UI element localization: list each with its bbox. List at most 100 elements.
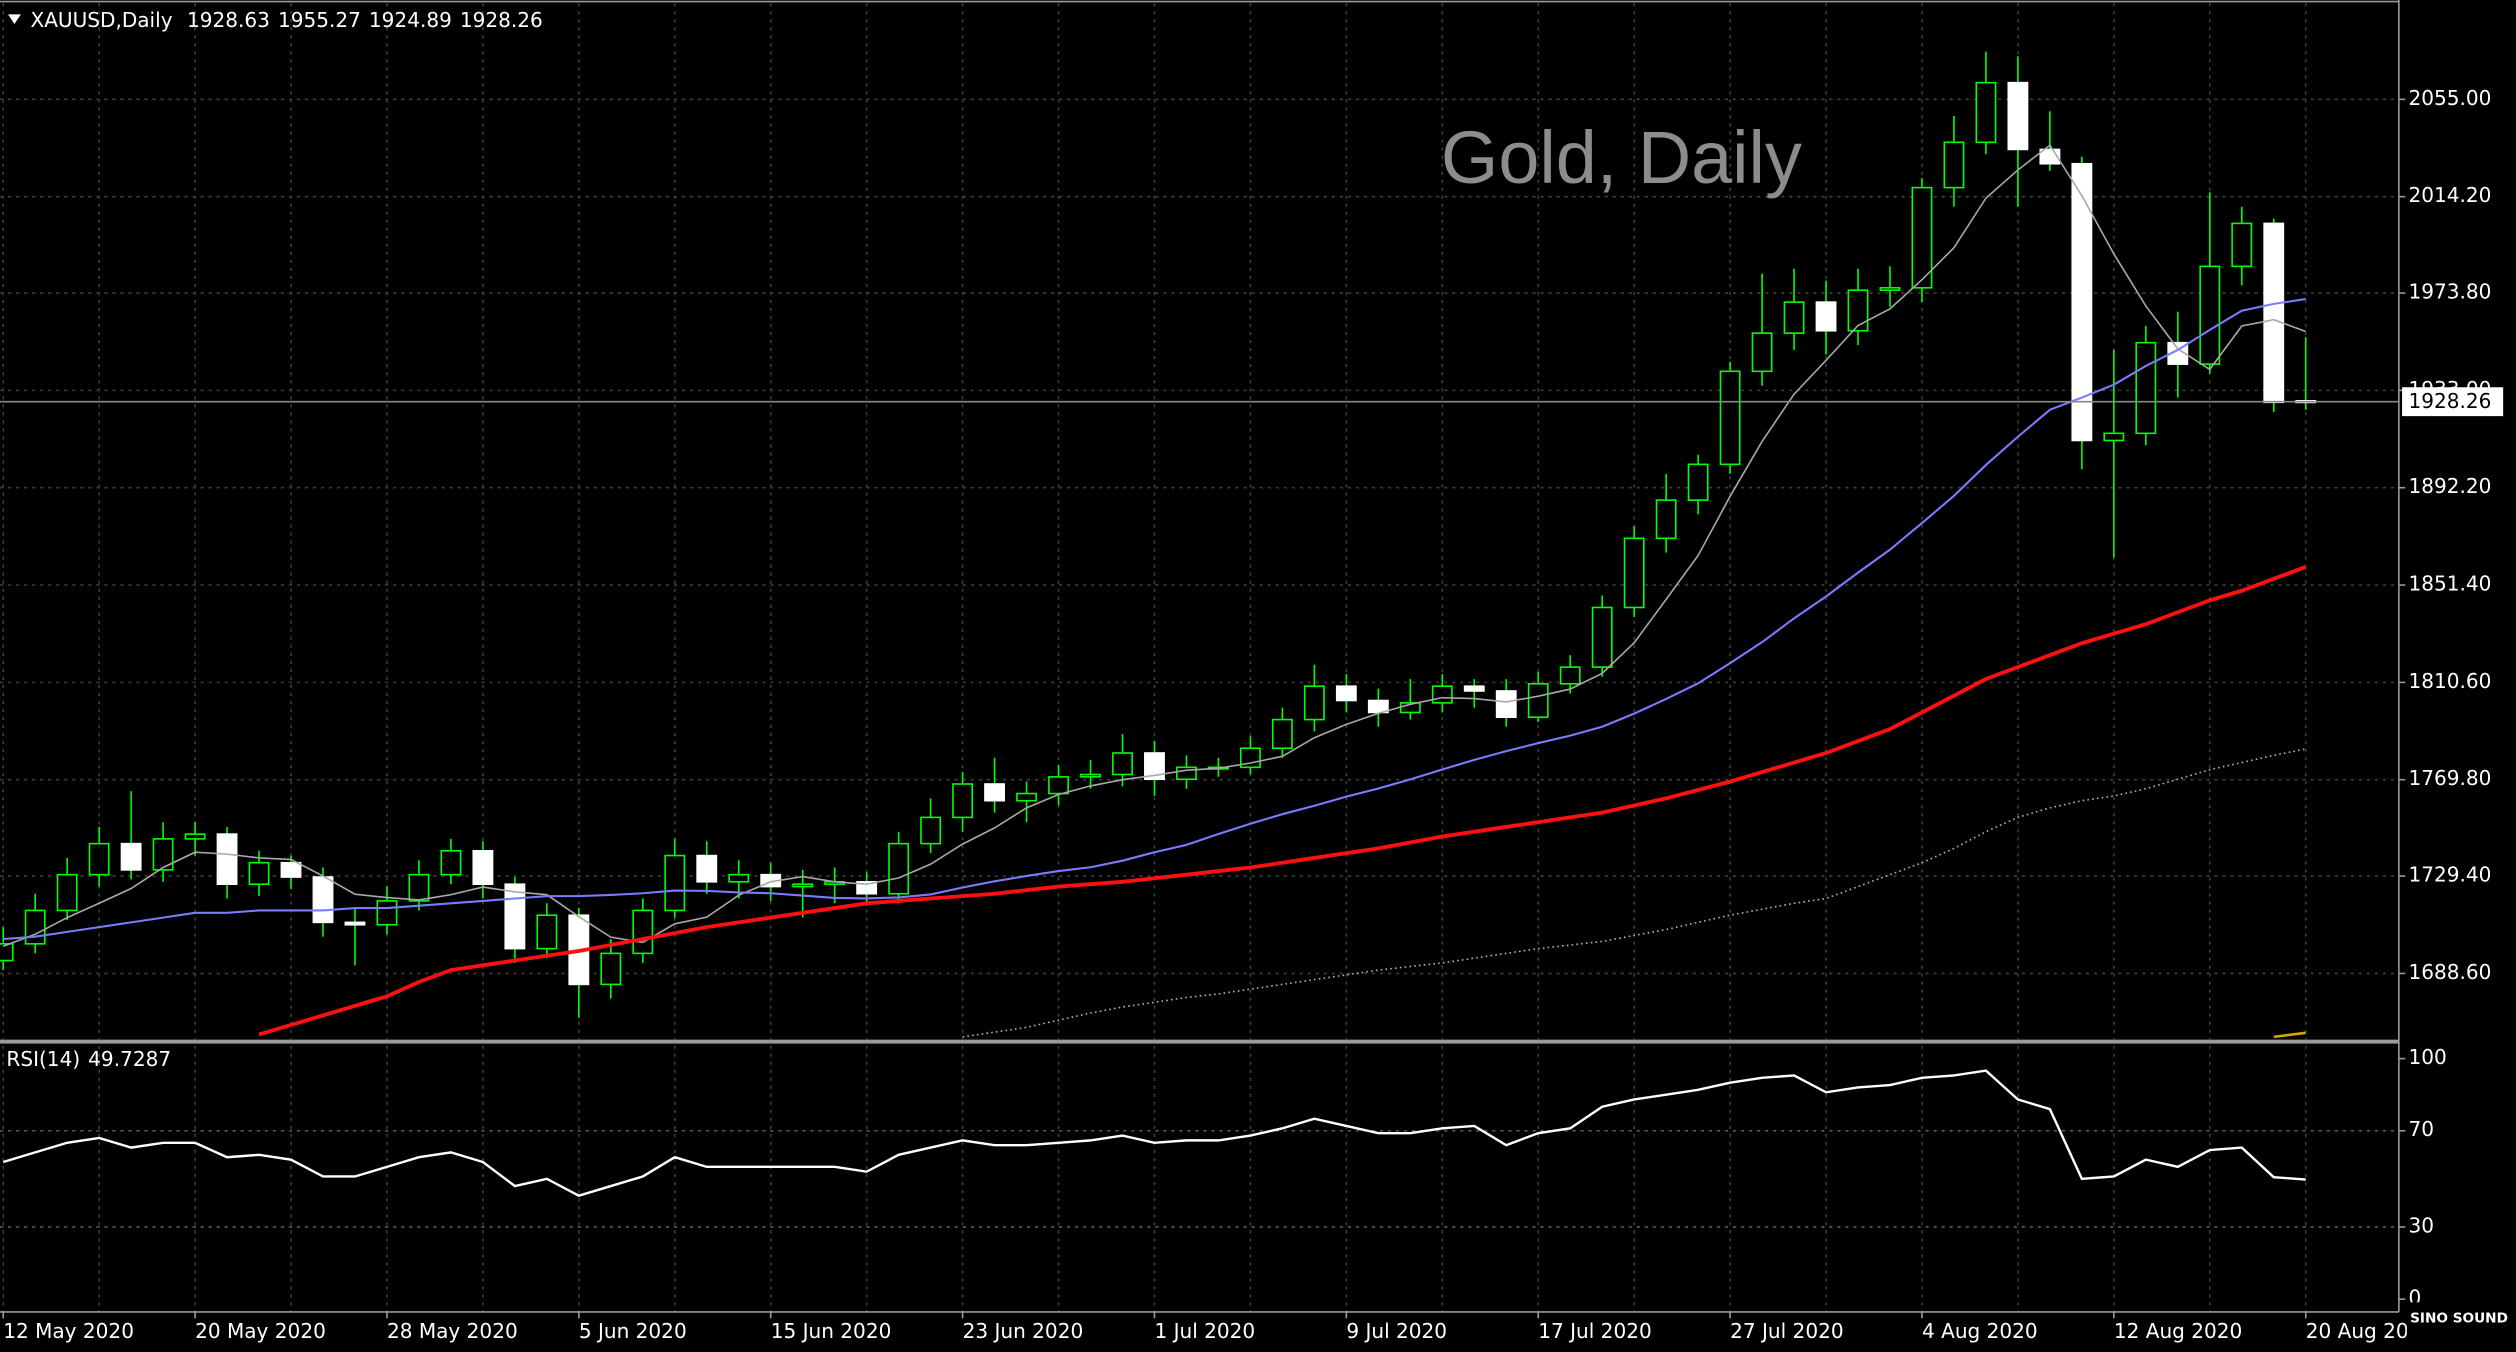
candle-body-up <box>1943 141 1965 189</box>
y-tick-label: 1851.40 <box>2408 572 2491 596</box>
candle-body-down <box>120 842 142 871</box>
x-tick-label: 20 May 2020 <box>195 1319 326 1343</box>
candle-body-up <box>632 909 654 955</box>
candle-body-up <box>664 854 686 912</box>
candle-body-down <box>2263 222 2285 404</box>
candle-body-up <box>1016 792 1037 802</box>
rsi-value: 49.7287 <box>88 1047 171 1071</box>
candle-body-up <box>1655 499 1677 540</box>
rsi-tick-label: 30 <box>2408 1213 2434 1237</box>
candle-body-up <box>536 914 558 950</box>
y-tick-label: 1892.20 <box>2408 474 2491 498</box>
candle-body-down <box>1463 685 1485 692</box>
x-tick-label: 28 May 2020 <box>387 1319 518 1343</box>
candle-body-down <box>344 921 366 926</box>
x-tick-label: 20 Aug 2020 <box>2306 1319 2434 1343</box>
moving-average <box>2273 1031 2306 1039</box>
candle-body-down <box>312 876 334 924</box>
candle-body-up <box>0 943 14 962</box>
candle-body-up <box>1623 537 1645 609</box>
candle-body-up <box>1975 81 1997 144</box>
candle-body-up <box>728 873 750 883</box>
watermark: Gold, Daily <box>1441 116 1802 199</box>
symbol-header: XAUUSD,Daily 1928.63 1955.27 1924.89 1928.26 <box>30 7 542 31</box>
candle-body-down <box>280 861 302 878</box>
candle-body-up <box>1559 666 1581 685</box>
rsi-title: RSI(14) <box>6 1047 80 1071</box>
price-label-box <box>2402 387 2504 417</box>
candle-body-up <box>1176 766 1197 781</box>
candle-body-down <box>216 833 238 885</box>
candle-body-up <box>1431 685 1453 704</box>
candle-body-up <box>184 833 206 840</box>
candle-body-up <box>24 909 46 945</box>
x-tick-label: 5 Jun 2020 <box>579 1319 687 1343</box>
candle-body-up <box>1527 683 1549 719</box>
rsi-header: RSI(14) 49.7287 <box>6 1047 171 1071</box>
moving-average <box>258 565 2307 1037</box>
candle-body-up <box>2231 222 2253 268</box>
low-value: 1924.89 <box>369 7 452 31</box>
candle-body-down <box>1367 699 1389 714</box>
candle-body-up <box>2103 432 2125 442</box>
candle-body-down <box>2007 81 2029 151</box>
close-value: 1928.26 <box>460 7 543 31</box>
candle-body-up <box>440 849 462 876</box>
rsi-tick-label: 70 <box>2408 1117 2434 1141</box>
candle-body-down <box>696 854 718 883</box>
candle-body-up <box>88 842 110 876</box>
candle-body-up <box>1911 186 1933 289</box>
candle-body-up <box>1719 370 1741 466</box>
moving-average <box>3 297 2306 941</box>
candle-body-up <box>600 952 622 986</box>
candle-body-up <box>1271 718 1293 750</box>
x-tick-label: 23 Jun 2020 <box>963 1319 1084 1343</box>
moving-average <box>2 143 2307 947</box>
x-tick-label: 15 Jun 2020 <box>771 1319 892 1343</box>
x-tick-label: 9 Jul 2020 <box>1346 1319 1447 1343</box>
grid-layer <box>0 3 2399 1312</box>
x-tick-label: 27 Jul 2020 <box>1730 1319 1843 1343</box>
candle-body-up <box>920 816 942 845</box>
candle-body-up <box>2135 341 2157 435</box>
candle-body-up <box>56 873 78 912</box>
candle-body-down <box>1144 752 1165 781</box>
candle-body-up <box>408 873 430 902</box>
x-tick-label: 17 Jul 2020 <box>1538 1319 1651 1343</box>
candle-body-down <box>1495 690 1517 719</box>
rsi-tick-label: 100 <box>2408 1045 2446 1069</box>
candle-body-down <box>1815 301 1837 332</box>
open-value: 1928.63 <box>187 7 270 31</box>
candle-body-up <box>888 842 910 895</box>
candle-body-down <box>984 783 1006 802</box>
candle-body-up <box>1783 301 1805 334</box>
y-tick-label: 1688.60 <box>2408 960 2491 984</box>
moving-average <box>962 748 2306 1038</box>
menu-triangle <box>8 14 21 25</box>
y-tick-label: 1729.40 <box>2408 863 2491 887</box>
candle-body-up <box>1080 773 1101 778</box>
candle-body-up <box>1591 606 1613 668</box>
y-tick-label: 2014.20 <box>2408 183 2491 207</box>
y-tick-label: 1973.80 <box>2408 280 2491 304</box>
candle-body-down <box>1335 685 1357 702</box>
candle-body-up <box>1879 287 1901 291</box>
high-value: 1955.27 <box>278 7 361 31</box>
candle-body-down <box>856 881 878 895</box>
candle-body-up <box>792 883 814 888</box>
candle-body-up <box>248 861 270 885</box>
marks-layer <box>0 51 2399 1198</box>
y-tick-label: 1769.80 <box>2408 766 2491 790</box>
candle-body-up <box>1303 685 1325 721</box>
x-tick-label: 12 Aug 2020 <box>2114 1319 2242 1343</box>
axis-layer: 2055.002014.201973.801933.001892.201851.… <box>2 86 2491 1343</box>
x-tick-label: 4 Aug 2020 <box>1922 1319 2038 1343</box>
overlay-layer: 1928.26 SINO SOUND <box>2402 387 2516 1352</box>
candle-body-up <box>1687 463 1709 501</box>
candle-body-up <box>1112 752 1133 776</box>
logo: SINO SOUND <box>2410 1310 2508 1326</box>
candle-body-down <box>504 883 526 950</box>
candle-body-up <box>1751 332 1773 373</box>
